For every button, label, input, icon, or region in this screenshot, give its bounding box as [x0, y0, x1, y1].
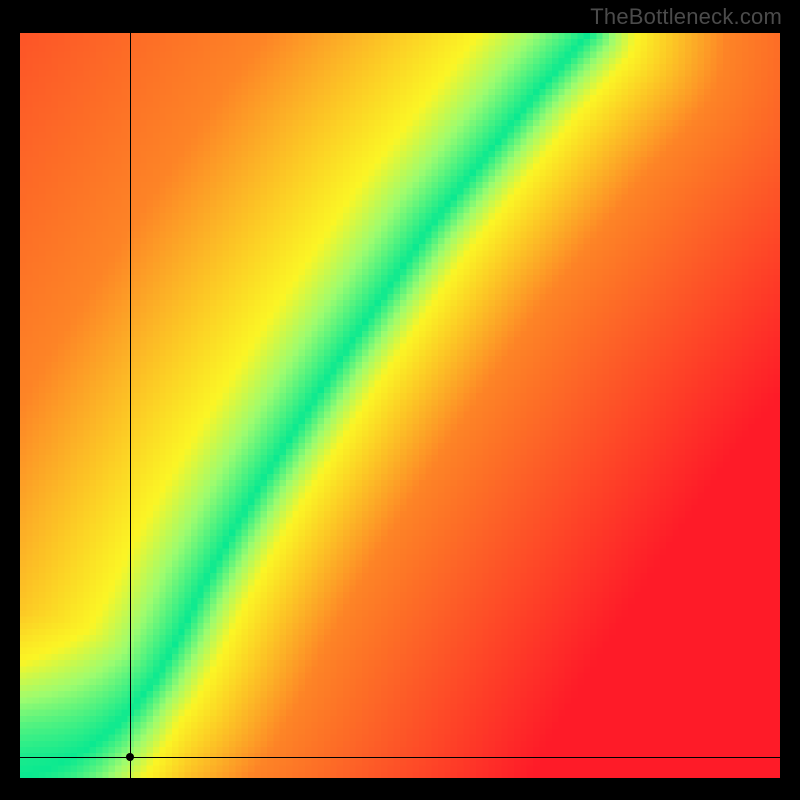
- heatmap-plot: [20, 33, 780, 778]
- watermark-text: TheBottleneck.com: [590, 4, 782, 30]
- figure-container: { "watermark": { "text": "TheBottleneck.…: [0, 0, 800, 800]
- heatmap-canvas: [20, 33, 780, 778]
